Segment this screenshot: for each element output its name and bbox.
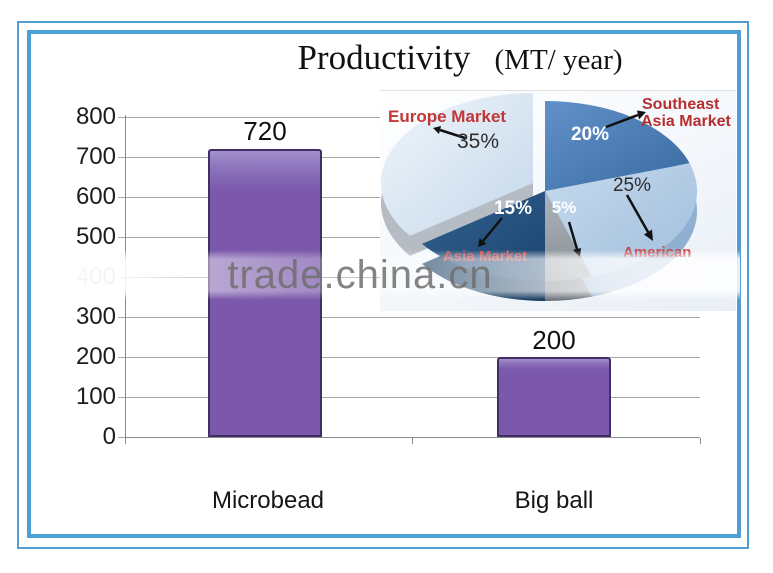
outer-frame-border [17,21,749,549]
pie-label-europe-market: Europe Market [388,107,506,126]
category-label-microbead: Microbead [211,487,325,514]
gridline [118,357,700,358]
pie-label-southeast-line2: Asia Market [641,113,731,130]
pie-slice-american-25 [545,163,698,277]
pie-slice-southeast-20 [545,101,690,191]
pie-percent-25: 25% [613,175,651,196]
arrowhead-35 [433,126,441,134]
arrow-25 [625,194,650,233]
arrow-35 [439,128,466,140]
watermark-text: trade.china.cn [227,253,493,297]
pie-percent-20: 20% [571,124,609,145]
arrowhead-20 [637,110,646,120]
pie-slice-europe-35 [380,93,533,236]
arrowhead-15 [478,238,487,247]
y-tick-label: 0 [102,423,116,450]
x-axis-line [125,437,700,438]
pie-percent-5: 5% [552,198,577,217]
arrow-5 [567,221,579,250]
chart-title-unit: (MT/ year) [494,44,623,76]
bar-value-label: 200 [532,325,576,355]
category-label-bigball: Big ball [514,487,594,514]
y-tick-label: 200 [75,343,116,370]
bar-bigball [497,357,611,437]
y-tick-label: 300 [75,303,116,330]
y-tick-label: 800 [75,103,116,130]
watermark-band [36,250,740,300]
arrow-20 [605,113,639,129]
x-axis-tick [125,438,126,444]
arrowhead-25 [644,229,653,241]
y-tick-label: 700 [75,143,116,170]
bar-value-label: 720 [243,116,287,146]
y-tick-label: 100 [75,383,116,410]
chart-title: Productivity (MT/ year) [160,38,760,78]
pie-percent-35: 35% [457,130,499,153]
y-tick-label: 600 [75,183,116,210]
gridline [118,397,700,398]
chart-title-text: Productivity [297,38,471,77]
pie-percent-15: 15% [494,198,532,219]
arrow-15 [482,217,503,242]
pie-label-southeast-line1: Southeast [642,96,720,113]
x-axis-tick [700,438,701,444]
x-axis-tick [412,438,413,444]
y-tick-label: 500 [75,223,116,250]
gridline [118,317,700,318]
